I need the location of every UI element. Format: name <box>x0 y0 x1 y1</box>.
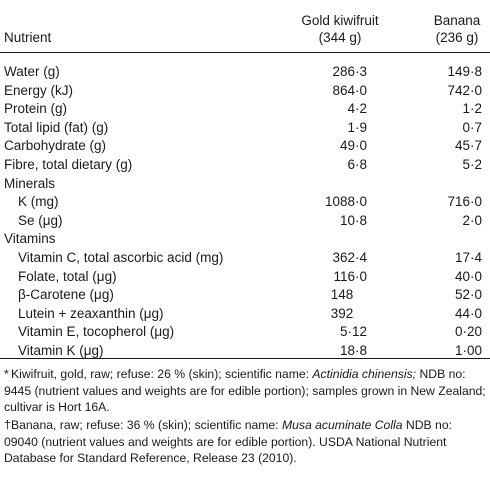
nutrient-label: Lutein + zeaxanthin (μg) <box>18 305 164 321</box>
banana-value: 5·2 <box>462 157 482 172</box>
gold-kiwifruit-value: 864·0 <box>332 82 367 98</box>
column-header-gold-kiwifruit: Gold kiwifruit (344 g) <box>292 12 388 46</box>
nutrient-label: Vitamin K (μg) <box>18 343 104 358</box>
nutrient-label: Fibre, total dietary (g) <box>4 157 133 172</box>
gold-kiwifruit-value: 5·12 <box>339 324 367 340</box>
banana-value: 742·0 <box>447 82 482 98</box>
nutrient-label: K (mg) <box>18 194 59 210</box>
nutrient-label: Energy (kJ) <box>4 82 74 98</box>
footnote-kiwifruit-text-start: Kiwifruit, gold, raw; refuse: 26 % (skin… <box>11 367 313 381</box>
nutrient-label: Folate, total (μg) <box>18 268 117 284</box>
nutrient-label: β-Carotene (μg) <box>18 287 114 303</box>
banana-value: 0·7 <box>462 119 482 135</box>
gold-kiwifruit-value: 18·8 <box>339 343 367 358</box>
gold-kiwifruit-value: 1·9 <box>347 119 367 135</box>
footnote-kiwifruit-mark: * <box>4 367 9 381</box>
header-rule <box>0 52 490 53</box>
banana-value: 44·0 <box>454 305 482 321</box>
gold-kiwifruit-value: 10·8 <box>339 212 367 228</box>
gold-kiwifruit-value: 1088·0 <box>324 194 367 210</box>
table-row: Water (g) 286·3 149·8 <box>0 63 490 80</box>
table-row: Folate, total (μg) 116·0 40·0 <box>0 268 490 285</box>
table-bottom-rule <box>0 358 490 359</box>
footnote-kiwifruit-text-end: NDB no: 9445 (nutrient values and weight… <box>4 367 486 414</box>
footnote-kiwifruit-scientific-name: Actinidia chinensis; <box>312 367 417 381</box>
footnote-banana: † Banana, raw; refuse: 36 % (skin); scie… <box>4 417 486 467</box>
gold-kiwifruit-value: 49·0 <box>339 138 367 154</box>
gold-kiwifruit-value: 148 <box>330 287 354 303</box>
banana-value: 0·20 <box>454 324 482 340</box>
gold-kiwifruit-value: 286·3 <box>332 64 367 79</box>
banana-value: 40·0 <box>454 268 482 284</box>
column-header-banana: Banana (236 g) <box>426 12 488 46</box>
banana-header-weight: (236 g) <box>435 30 479 45</box>
nutrient-label: Carbohydrate (g) <box>4 138 107 154</box>
banana-value: 1·00 <box>454 343 482 358</box>
table-row: Carbohydrate (g) 49·0 45·7 <box>0 137 490 154</box>
gold-kiwifruit-value: 392 <box>330 305 354 321</box>
footnote-banana-text-end: NDB no: 09040 (nutrient values and weigh… <box>4 418 452 465</box>
banana-value: 149·8 <box>447 64 482 79</box>
nutrient-label: Vitamin E, tocopherol (μg) <box>18 324 175 340</box>
table-row: β-Carotene (μg) 148 52·0 <box>0 286 490 303</box>
nutrient-label: Total lipid (fat) (g) <box>4 119 109 135</box>
banana-value: 17·4 <box>454 250 482 265</box>
table-row: K (mg) 1088·0 716·0 <box>0 193 490 210</box>
table-row: Fibre, total dietary (g) 6·8 5·2 <box>0 156 490 173</box>
table-row: Vitamin C, total ascorbic acid (mg) 362·4… <box>0 249 490 266</box>
table-row: Se (μg) 10·8 2·0 <box>0 212 490 229</box>
table-row: Protein (g) 4·2 1·2 <box>0 100 490 117</box>
gold-kiwifruit-value: 4·2 <box>347 101 367 117</box>
banana-value: 45·7 <box>454 138 482 154</box>
nutrient-label: Water (g) <box>4 64 60 79</box>
banana-value: 2·0 <box>462 212 482 228</box>
table-row: Vitamins <box>0 230 490 247</box>
nutrient-label: Vitamins <box>4 231 56 247</box>
footnote-banana-scientific-name: Musa acuminate Colla <box>281 418 403 432</box>
table-row: Minerals <box>0 175 490 192</box>
banana-header-name: Banana <box>433 13 481 28</box>
banana-value: 52·0 <box>454 287 482 303</box>
footnote-banana-text: Banana, raw; refuse: 36 % (skin); scient… <box>4 418 452 465</box>
gold-kiwifruit-header-weight: (344 g) <box>318 30 362 45</box>
gold-kiwifruit-header-name: Gold kiwifruit <box>301 13 379 28</box>
gold-kiwifruit-value: 362·4 <box>332 250 367 265</box>
nutrient-label: Minerals <box>4 175 56 191</box>
nutrient-label: Vitamin C, total ascorbic acid (mg) <box>18 250 224 265</box>
gold-kiwifruit-value: 116·0 <box>333 268 367 284</box>
table-row: Vitamin K (μg) 18·8 1·00 <box>0 342 490 359</box>
footnote-banana-text-start: Banana, raw; refuse: 36 % (skin); scient… <box>11 418 282 432</box>
gold-kiwifruit-value: 6·8 <box>347 157 367 172</box>
banana-value: 1·2 <box>462 101 482 117</box>
nutrient-label: Protein (g) <box>4 101 68 117</box>
table-row: Total lipid (fat) (g) 1·9 0·7 <box>0 119 490 136</box>
table-row: Energy (kJ) 864·0 742·0 <box>0 82 490 99</box>
footnote-kiwifruit-text: Kiwifruit, gold, raw; refuse: 26 % (skin… <box>4 367 486 414</box>
nutrient-column-header: Nutrient <box>4 30 52 45</box>
banana-value: 716·0 <box>447 194 482 210</box>
footnote-banana-mark: † <box>4 418 11 432</box>
nutrient-label: Se (μg) <box>18 212 63 228</box>
footnote-kiwifruit: * Kiwifruit, gold, raw; refuse: 26 % (sk… <box>4 366 486 416</box>
table-row: Vitamin E, tocopherol (μg) 5·12 0·20 <box>0 323 490 340</box>
table-row: Lutein + zeaxanthin (μg) 392 44·0 <box>0 305 490 322</box>
